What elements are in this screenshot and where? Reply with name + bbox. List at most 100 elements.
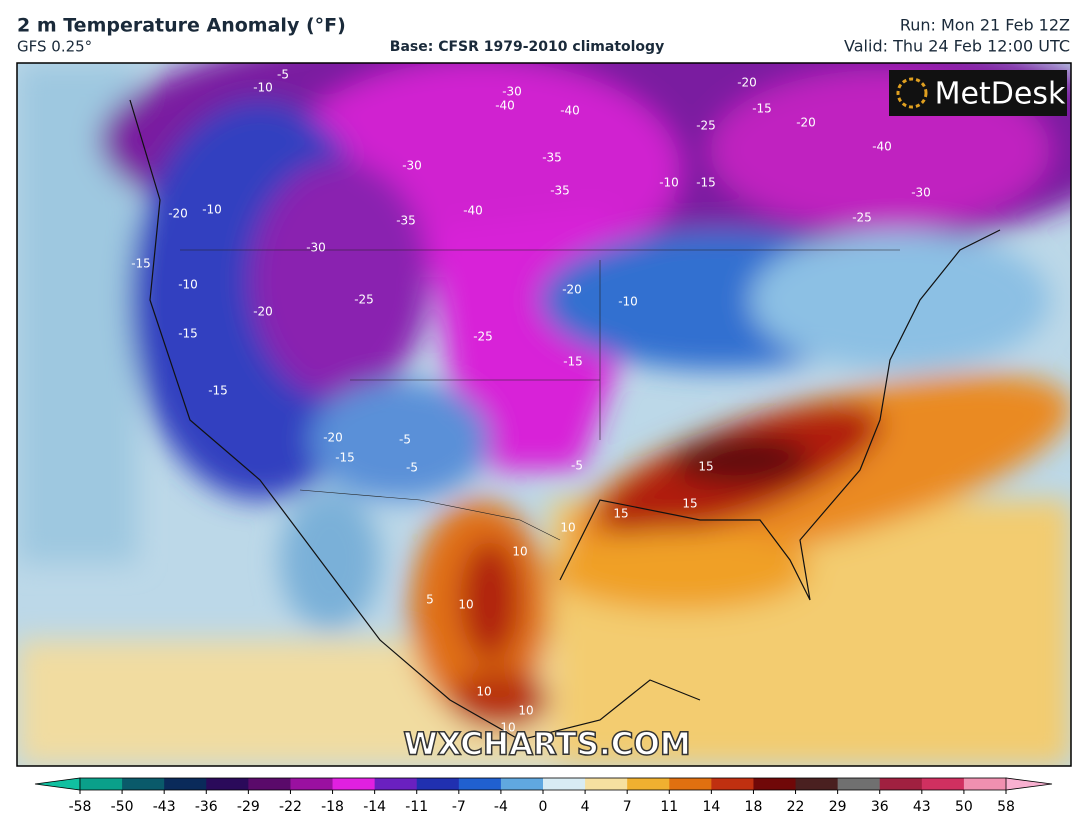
colorbar-tick-label: 29 (829, 799, 847, 815)
anomaly-field (17, 63, 1071, 766)
colorbar-high (1005, 777, 1053, 791)
model: GFS 0.25° (17, 38, 92, 56)
logo-icon (896, 77, 928, 109)
colorbar-tick-label: -7 (452, 799, 466, 815)
colorbar-low (34, 777, 81, 791)
contour-label: -30 (402, 159, 422, 173)
colorbar-segment (711, 778, 754, 790)
contour-label: -15 (208, 384, 228, 398)
contour-label: -15 (178, 327, 198, 341)
colorbar-tick-label: 11 (660, 799, 678, 815)
contour-label: -5 (571, 459, 583, 473)
colorbar-tick-label: -50 (111, 799, 134, 815)
contour-label: 10 (518, 704, 533, 718)
colorbar-segment (206, 778, 249, 790)
colorbar-tick-label: 7 (623, 799, 632, 815)
colorbar-tick-label: -58 (69, 799, 92, 815)
contour-label: -5 (406, 461, 418, 475)
contour-labels: -5-10 -30-40 -40-20-15-20-25-40-10 -15-30-2… (131, 68, 931, 735)
contour-label: -40 (872, 140, 892, 154)
contour-label: -20 (562, 283, 582, 297)
contour-label: -30 (911, 186, 931, 200)
contour-label: 15 (682, 497, 697, 511)
colorbar-tick-label: -11 (405, 799, 428, 815)
colorbar-segment (627, 778, 670, 790)
colorbar-segment (669, 778, 712, 790)
contour-label: -20 (796, 116, 816, 130)
contour-label: -5 (277, 68, 289, 82)
contour-label: -10 (202, 203, 222, 217)
colorbar-tick-label: -29 (237, 799, 260, 815)
colorbar-segment (122, 778, 165, 790)
colorbar-segment (837, 778, 881, 790)
contour-label: -35 (396, 214, 416, 228)
contour-label: -10 (659, 176, 679, 190)
colorbar-segment (248, 778, 291, 790)
colorbar-segment (416, 778, 460, 790)
contour-label: 10 (512, 545, 527, 559)
watermark: WXCHARTS.COM (403, 727, 690, 763)
borders (180, 249, 900, 541)
valid: Valid: Thu 24 Feb 12:00 UTC (844, 37, 1070, 56)
colorbar: -58 -50 -43 -36 -29 -22 -18 -14 -11 -7 -4 0 4 7 11 14 18… (34, 777, 1053, 815)
contour-label: -15 (131, 257, 151, 271)
contour-label: -15 (696, 176, 716, 190)
colorbar-tick-label: 36 (871, 799, 889, 815)
colorbar-segment (80, 778, 123, 790)
colorbar-segment (753, 778, 797, 790)
colorbar-tick-label: 14 (702, 799, 720, 815)
contour-label: -40 (495, 99, 515, 113)
contour-label: 10 (476, 685, 491, 699)
colorbar-tick-label: 4 (581, 799, 590, 815)
colorbar-tick-label: 50 (955, 799, 973, 815)
base: Base: CFSR 1979-2010 climatology (390, 39, 664, 55)
contour-label: 15 (698, 460, 713, 474)
logo: MetDesk (935, 77, 1066, 112)
contour-label: -5 (399, 433, 411, 447)
colorbar-tick-label: 58 (997, 799, 1015, 815)
contour-label: -25 (852, 211, 872, 225)
colorbar-segment (500, 778, 544, 790)
colorbar-segment (290, 778, 334, 790)
title: 2 m Temperature Anomaly (°F) (17, 15, 346, 37)
contour-label: -10 (618, 295, 638, 309)
colorbar-segment (921, 778, 965, 790)
colorbar-tick-label: -22 (279, 799, 302, 815)
contour-label: -15 (563, 355, 583, 369)
colorbar-segment (963, 778, 1007, 790)
colorbar-tick-label: -14 (363, 799, 386, 815)
contour-label: -15 (335, 451, 355, 465)
contour-label: -40 (463, 204, 483, 218)
map: -5-10 -30-40 -40-20-15-20-25-40-10 -15-30-2… (17, 63, 1071, 766)
contour-label: -25 (473, 330, 493, 344)
colorbar-segment (879, 778, 923, 790)
colorbar-tick-label: -36 (195, 799, 218, 815)
contour-label: 10 (458, 598, 473, 612)
contour-label: 10 (560, 521, 575, 535)
contour-label: -25 (354, 293, 374, 307)
colorbar-tick-label: -4 (494, 799, 508, 815)
colorbar-tick-label: 43 (913, 799, 931, 815)
contour-label: -20 (168, 207, 188, 221)
colorbar-segment (795, 778, 839, 790)
contour-label: -30 (306, 241, 326, 255)
colorbar-tick-label: -43 (153, 799, 176, 815)
colorbar-tick-label: 22 (787, 799, 805, 815)
logo-box (889, 70, 1067, 116)
colorbar-segment (374, 778, 418, 790)
colorbar-segment (332, 778, 376, 790)
contour-label: -25 (696, 119, 716, 133)
colorbar-segment (458, 778, 502, 790)
colorbar-tick-label: -18 (321, 799, 344, 815)
colorbar-segment (585, 778, 628, 790)
contour-label: -30 (502, 85, 522, 99)
contour-label: -10 (178, 278, 198, 292)
contour-label: 15 (613, 507, 628, 521)
contour-label: -20 (737, 76, 757, 90)
contour-label: -40 (560, 104, 580, 118)
colorbar-tick-label: 18 (745, 799, 763, 815)
contour-label: -10 (253, 81, 273, 95)
contour-label: -20 (323, 431, 343, 445)
contour-label: 5 (426, 593, 434, 607)
